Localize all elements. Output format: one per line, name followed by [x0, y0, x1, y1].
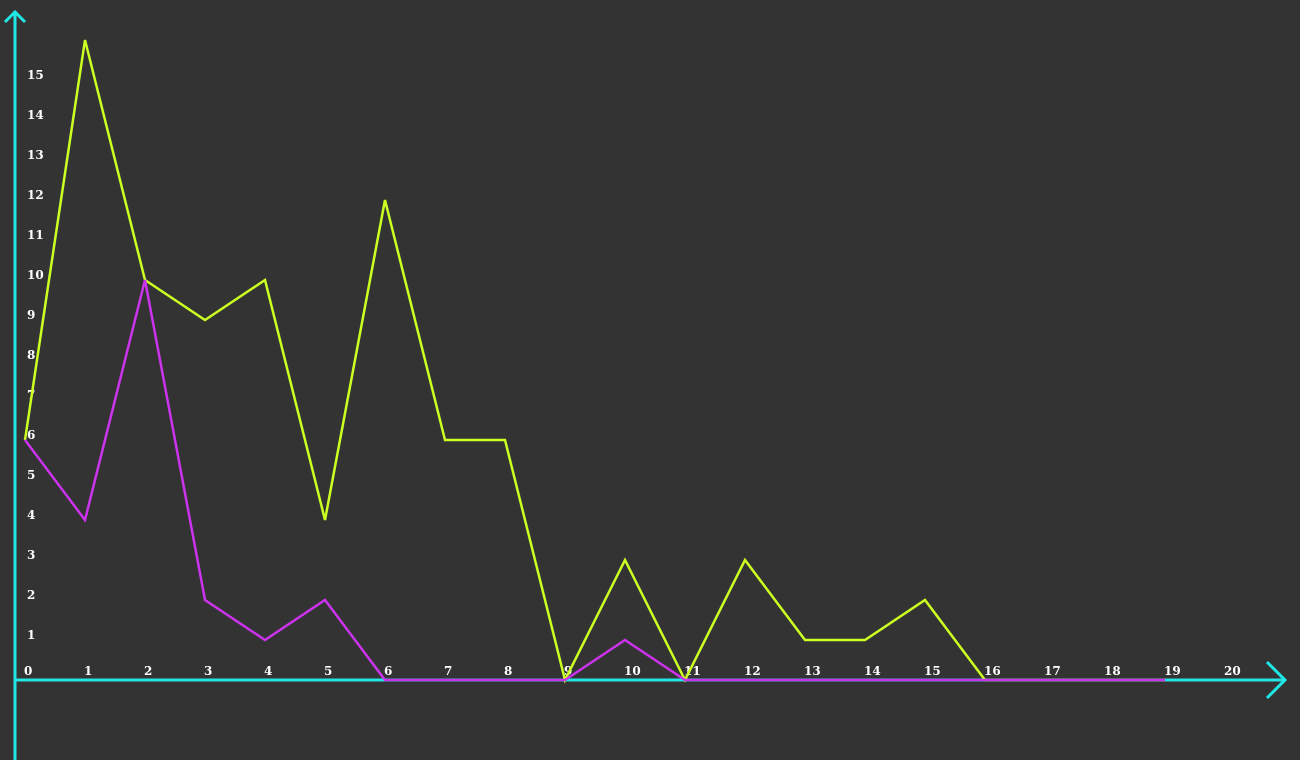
x-tick-label: 15 — [924, 664, 941, 678]
y-axis-arrow-icon — [3, 9, 27, 24]
x-tick-label: 8 — [504, 664, 512, 678]
y-tick-label: 10 — [27, 268, 44, 282]
y-tick-label: 5 — [27, 468, 35, 482]
x-tick-label: 1 — [84, 664, 92, 678]
y-tick-label: 13 — [27, 148, 44, 162]
x-tick-label: 14 — [864, 664, 881, 678]
x-tick-label: 13 — [804, 664, 821, 678]
y-tick-label: 4 — [27, 508, 35, 522]
x-tick-label: 3 — [204, 664, 212, 678]
y-tick-label: 14 — [27, 108, 44, 122]
series-lines — [23, 39, 1165, 684]
x-tick-label: 12 — [744, 664, 761, 678]
x-tick-label: 18 — [1104, 664, 1121, 678]
y-tick-label: 6 — [27, 428, 35, 442]
x-tick-label: 0 — [24, 664, 32, 678]
y-tick-label: 1 — [27, 628, 35, 642]
x-tick-label: 7 — [444, 664, 452, 678]
y-tick-label: 3 — [27, 548, 35, 562]
x-tick-label: 20 — [1224, 664, 1241, 678]
series-line-1 — [23, 39, 1165, 684]
x-tick-label: 19 — [1164, 664, 1181, 678]
x-tick-label: 5 — [324, 664, 332, 678]
x-tick-label: 16 — [984, 664, 1001, 678]
axes — [3, 9, 1288, 760]
y-tick-label: 11 — [27, 228, 44, 242]
y-tick-label: 9 — [27, 308, 35, 322]
y-tick-label: 8 — [27, 348, 35, 362]
x-tick-label: 6 — [384, 664, 392, 678]
y-tick-label: 12 — [27, 188, 44, 202]
y-tick-label: 15 — [27, 68, 44, 82]
x-tick-label: 2 — [144, 664, 152, 678]
x-tick-label: 10 — [624, 664, 641, 678]
x-tick-label: 17 — [1044, 664, 1061, 678]
tick-labels: 0 1 2 3 4 5 6 7 8 9 10 11 12 13 14 15 16 17 18 19 2012345678… — [24, 68, 1241, 678]
series-line-2 — [24, 279, 1165, 682]
y-tick-label: 2 — [27, 588, 35, 602]
x-tick-label: 4 — [264, 664, 272, 678]
x-axis-arrow-icon — [1265, 660, 1288, 700]
